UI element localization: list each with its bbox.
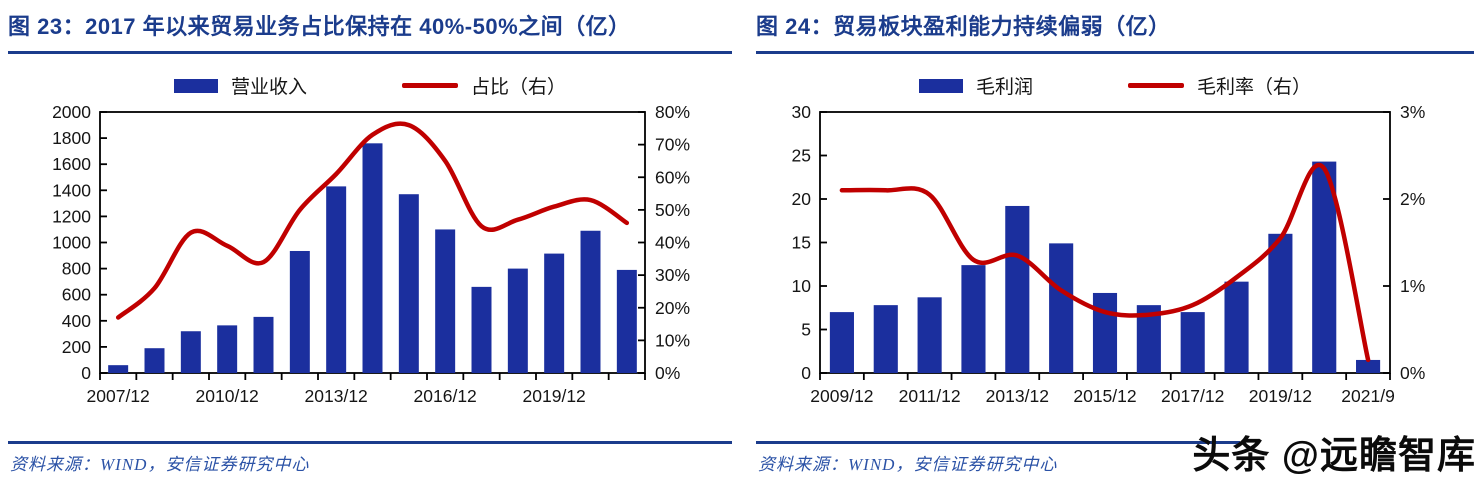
- footer-rule: [756, 441, 1240, 444]
- svg-text:5: 5: [801, 320, 811, 340]
- svg-text:0%: 0%: [655, 363, 680, 383]
- svg-text:20%: 20%: [655, 298, 690, 318]
- svg-text:1600: 1600: [52, 154, 91, 174]
- svg-text:0%: 0%: [1400, 363, 1425, 383]
- figure-24-panel: 图 24：贸易板块盈利能力持续偏弱（亿） 毛利润 毛利率（右） 0 5 10 15 20…: [756, 0, 1474, 480]
- legend-item-bar: 营业收入: [173, 72, 307, 99]
- svg-text:10: 10: [792, 276, 812, 296]
- svg-text:2010/12: 2010/12: [196, 386, 259, 406]
- source-note: 资料来源：WIND，安信证券研究中心: [758, 455, 1058, 474]
- watermark: 头条 @远瞻智库: [1192, 435, 1476, 477]
- legend-bar-swatch: [918, 78, 963, 93]
- legend-line-label: 占比（右）: [471, 77, 567, 98]
- svg-text:1000: 1000: [52, 233, 91, 253]
- svg-text:1800: 1800: [52, 128, 91, 148]
- svg-text:0: 0: [801, 363, 811, 383]
- svg-text:50%: 50%: [655, 200, 690, 220]
- svg-text:2015/12: 2015/12: [1073, 386, 1136, 406]
- svg-text:15: 15: [792, 233, 811, 253]
- svg-text:400: 400: [62, 311, 91, 331]
- legend-line-swatch: [402, 83, 458, 88]
- svg-text:1400: 1400: [52, 180, 91, 200]
- svg-text:2016/12: 2016/12: [414, 386, 477, 406]
- footer-rule: [8, 441, 732, 444]
- legend-bar-label: 毛利润: [975, 77, 1033, 98]
- figure-title: 图 23：2017 年以来贸易业务占比保持在 40%-50%之间（亿）: [8, 0, 732, 54]
- svg-text:1200: 1200: [52, 206, 91, 226]
- svg-text:30%: 30%: [655, 265, 690, 285]
- legend-bar-label: 营业收入: [230, 77, 307, 98]
- legend-line-swatch: [1128, 83, 1184, 88]
- legend-item-line: 占比（右）: [402, 72, 566, 99]
- svg-text:1%: 1%: [1400, 276, 1425, 296]
- svg-text:0: 0: [81, 363, 91, 383]
- svg-text:80%: 80%: [655, 102, 690, 122]
- svg-text:10%: 10%: [655, 330, 690, 350]
- legend-item-line: 毛利率（右）: [1128, 72, 1311, 99]
- svg-text:800: 800: [62, 259, 91, 279]
- svg-text:2009/12: 2009/12: [810, 386, 873, 406]
- svg-text:2007/12: 2007/12: [87, 386, 150, 406]
- svg-text:2021/9: 2021/9: [1341, 386, 1395, 406]
- svg-text:600: 600: [62, 285, 91, 305]
- svg-text:40%: 40%: [655, 233, 690, 253]
- svg-text:20: 20: [792, 189, 812, 209]
- legend-item-bar: 毛利润: [918, 72, 1033, 99]
- svg-text:30: 30: [792, 102, 812, 122]
- figure-title: 图 24：贸易板块盈利能力持续偏弱（亿）: [756, 0, 1474, 54]
- svg-text:2019/12: 2019/12: [523, 386, 586, 406]
- source-note: 资料来源：WIND，安信证券研究中心: [10, 455, 310, 474]
- legend-line-label: 毛利率（右）: [1197, 77, 1312, 98]
- svg-text:2011/12: 2011/12: [899, 386, 961, 406]
- svg-text:60%: 60%: [655, 167, 690, 187]
- figure-23-panel: 图 23：2017 年以来贸易业务占比保持在 40%-50%之间（亿） 营业收入…: [8, 0, 732, 480]
- svg-text:2000: 2000: [52, 102, 91, 122]
- svg-text:2019/12: 2019/12: [1249, 386, 1312, 406]
- svg-text:25: 25: [792, 146, 811, 166]
- combo-chart-revenue: 0 200 400 600 800 1000 1200 1400 1600 1800 2000 0% 1…: [52, 102, 690, 406]
- svg-text:2013/12: 2013/12: [305, 386, 368, 406]
- legend-bar-swatch: [173, 78, 218, 93]
- svg-text:200: 200: [62, 337, 91, 357]
- chart-legend: 毛利润 毛利率（右）: [756, 72, 1474, 99]
- svg-text:3%: 3%: [1400, 102, 1425, 122]
- svg-text:2%: 2%: [1400, 189, 1425, 209]
- combo-chart-profit: 0 5 10 15 20 25 30 0% 1% 2% 3% 2009/12 2011/12 2013/1…: [792, 102, 1426, 406]
- chart-legend: 营业收入 占比（右）: [8, 72, 732, 99]
- svg-text:2017/12: 2017/12: [1161, 386, 1224, 406]
- svg-text:2013/12: 2013/12: [986, 386, 1049, 406]
- svg-text:70%: 70%: [655, 135, 690, 155]
